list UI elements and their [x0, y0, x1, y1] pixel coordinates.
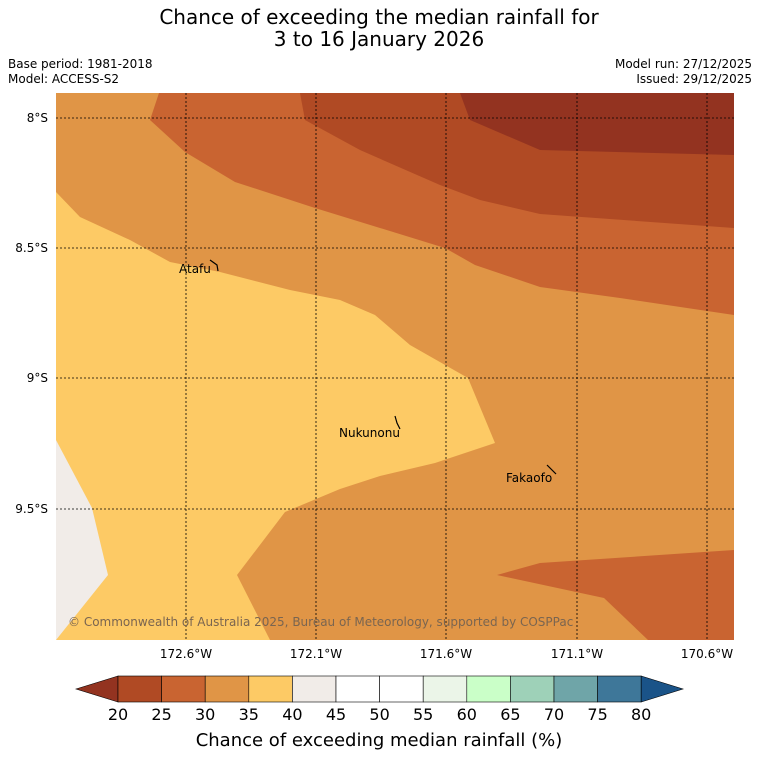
colorbar-extend-high: [640, 675, 685, 703]
meta-left: Base period: 1981-2018 Model: ACCESS-S2: [8, 57, 153, 87]
colorbar-bin-30-35: [204, 675, 250, 703]
title-line-2: 3 to 16 January 2026: [273, 27, 485, 51]
colorbar-bin-35-40: [248, 675, 293, 703]
model-name: Model: ACCESS-S2: [8, 72, 120, 86]
colorbar-bin-75-80: [597, 675, 642, 703]
region-35-40: [56, 192, 495, 640]
colorbar-bin-65-70: [510, 675, 555, 703]
atafu-island: [209, 259, 219, 272]
colorbar-tick-60: 60: [456, 705, 477, 724]
lat-label-8-5s: 8.5°S: [15, 241, 48, 255]
lat-label-8s: 8°S: [26, 111, 48, 125]
colorbar-tick-75: 75: [587, 705, 608, 724]
base-period: Base period: 1981-2018: [8, 57, 153, 71]
map-contours: [56, 93, 734, 640]
region-below-20: [460, 93, 734, 155]
lon-label-171-1w: 171.1°W: [550, 647, 604, 661]
region-40-45: [56, 440, 108, 640]
colorbar-extend-low: [74, 675, 119, 703]
place-label-nukunonu: Nukunonu: [339, 426, 400, 440]
model-run: Model run: 27/12/2025: [614, 57, 752, 71]
meta-right: Model run: 27/12/2025 Issued: 29/12/2025: [615, 57, 752, 87]
lon-label-172-6w: 172.6°W: [159, 647, 213, 661]
colorbar-tick-55: 55: [413, 705, 434, 724]
nukunonu-island: [394, 415, 401, 430]
chart-title: Chance of exceeding the median rainfall …: [0, 6, 758, 50]
issued-date: Issued: 29/12/2025: [636, 72, 752, 86]
colorbar-bin-40-45: [292, 675, 337, 703]
colorbar-tick-20: 20: [107, 705, 129, 724]
colorbar-bin-55-60: [422, 675, 468, 703]
colorbar-tick-80: 80: [631, 705, 652, 724]
colorbar-tick-65: 65: [500, 705, 521, 724]
colorbar-bin-70-75: [553, 675, 598, 703]
colorbar-bin-50-55: [379, 675, 424, 703]
colorbar-bin-25-30: [161, 675, 206, 703]
lat-label-9s: 9°S: [26, 371, 48, 385]
colorbar-bin-45-50: [335, 675, 380, 703]
colorbar-tick-40: 40: [282, 705, 303, 724]
island-outlines: [209, 259, 557, 475]
colorbar-tick-70: 70: [543, 705, 565, 724]
colorbar-tick-30: 30: [195, 705, 216, 724]
fakaofo-island: [546, 464, 557, 475]
place-label-fakaofo: Fakaofo: [506, 471, 552, 485]
lon-label-170-6w: 170.6°W: [680, 647, 734, 661]
colorbar-tick-45: 45: [325, 705, 347, 724]
region-25-30-south: [497, 550, 734, 640]
title-line-1: Chance of exceeding the median rainfall …: [159, 5, 599, 29]
colorbar-label: Chance of exceeding median rainfall (%): [195, 730, 563, 751]
colorbar-tick-25: 25: [151, 705, 172, 724]
lon-label-171-6w: 171.6°W: [419, 647, 473, 661]
colorbar-bin-60-65: [466, 675, 511, 703]
colorbar-tick-50: 50: [369, 705, 390, 724]
place-label-atafu: Atafu: [179, 262, 211, 276]
colorbar-tick-35: 35: [238, 705, 259, 724]
lat-label-9-5s: 9.5°S: [15, 502, 48, 516]
lon-label-172-1w: 172.1°W: [289, 647, 343, 661]
graticule: [56, 93, 734, 640]
colorbar: [74, 675, 685, 703]
copyright-notice: © Commonwealth of Australia 2025, Bureau…: [68, 615, 573, 629]
colorbar-bin-20-25: [117, 675, 162, 703]
